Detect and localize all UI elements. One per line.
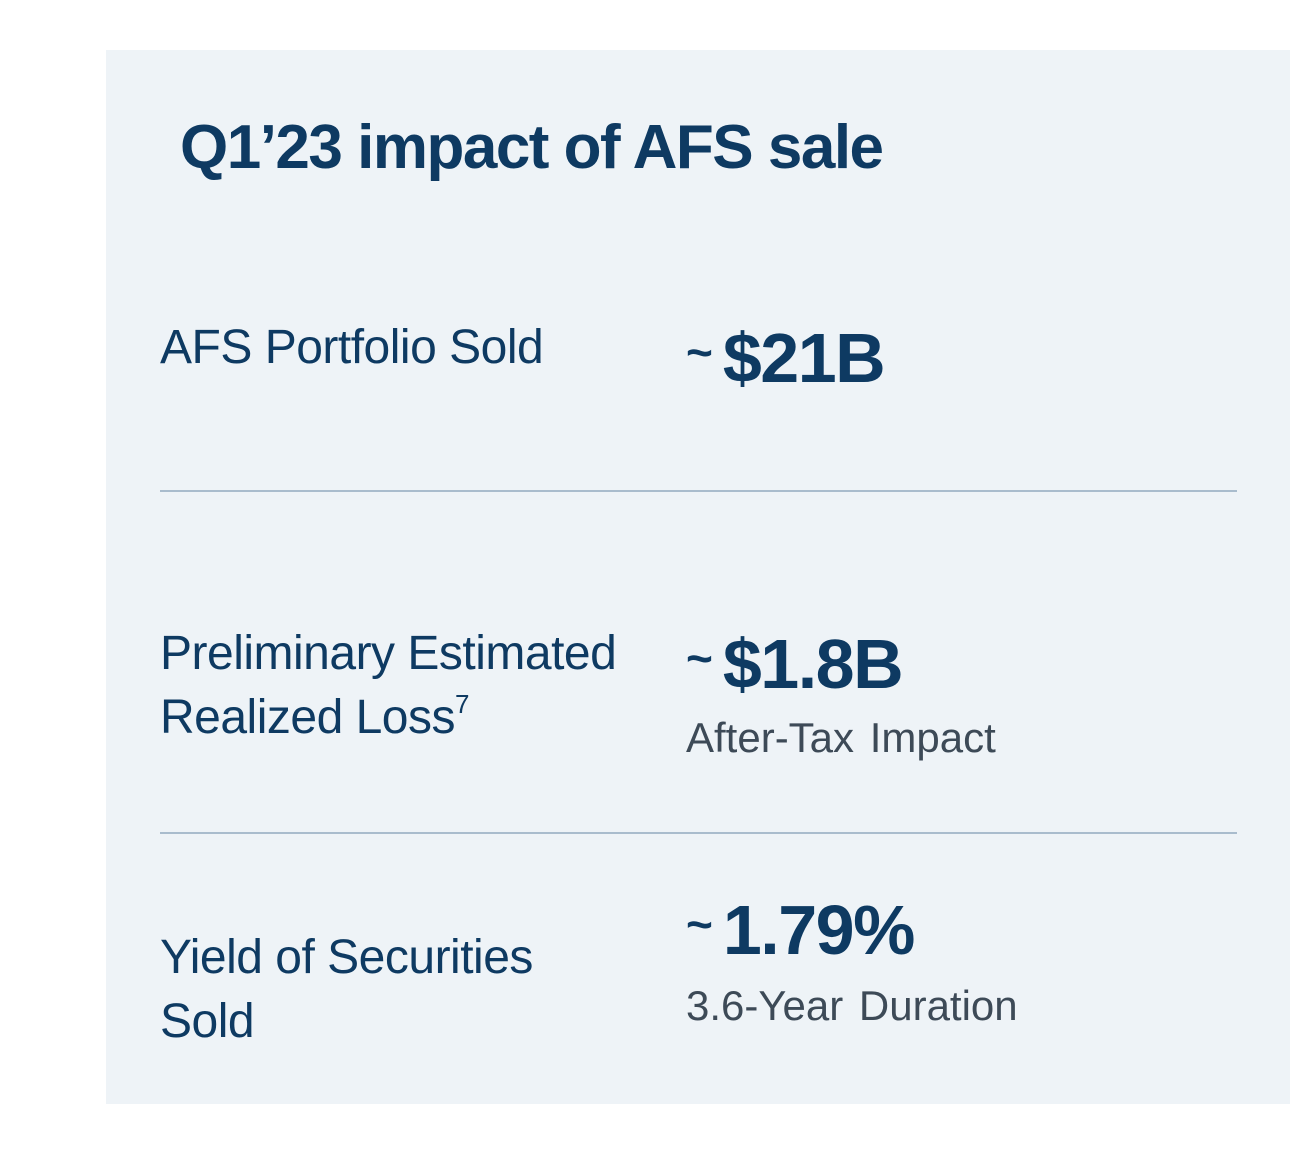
row-value-portfolio-sold: ~ $21B bbox=[686, 318, 886, 398]
row-label-text: Yield of Securities bbox=[160, 931, 533, 984]
footnote-marker: 7 bbox=[455, 689, 469, 719]
row-label-yield: Yield of Securities Sold bbox=[160, 926, 533, 1054]
row-label-portfolio-sold: AFS Portfolio Sold bbox=[160, 316, 544, 380]
row-divider bbox=[160, 490, 1237, 492]
row-label-text: Preliminary Estimated bbox=[160, 627, 617, 680]
row-value-yield: ~1.79% bbox=[686, 890, 915, 970]
value-amount: 1.79% bbox=[722, 891, 915, 969]
value-amount: $1.8B bbox=[722, 625, 904, 703]
row-subtext-after-tax: After-Tax Impact bbox=[686, 714, 996, 761]
row-divider bbox=[160, 832, 1237, 834]
row-label-text: Realized Loss bbox=[160, 691, 456, 744]
approx-symbol: ~ bbox=[686, 898, 713, 950]
page-title: Q1’23 impact of AFS sale bbox=[180, 113, 884, 182]
value-amount: $21B bbox=[722, 319, 886, 397]
row-subtext-duration: 3.6-Year Duration bbox=[686, 982, 1018, 1029]
approx-symbol: ~ bbox=[686, 632, 713, 684]
approx-symbol: ~ bbox=[686, 326, 713, 378]
row-value-realized-loss: ~ $1.8B bbox=[686, 624, 904, 704]
summary-panel bbox=[106, 50, 1290, 1104]
row-label-realized-loss: Preliminary Estimated Realized Loss7 bbox=[160, 622, 617, 750]
row-label-text: Sold bbox=[160, 995, 255, 1048]
row-label-text: AFS Portfolio Sold bbox=[160, 321, 544, 374]
